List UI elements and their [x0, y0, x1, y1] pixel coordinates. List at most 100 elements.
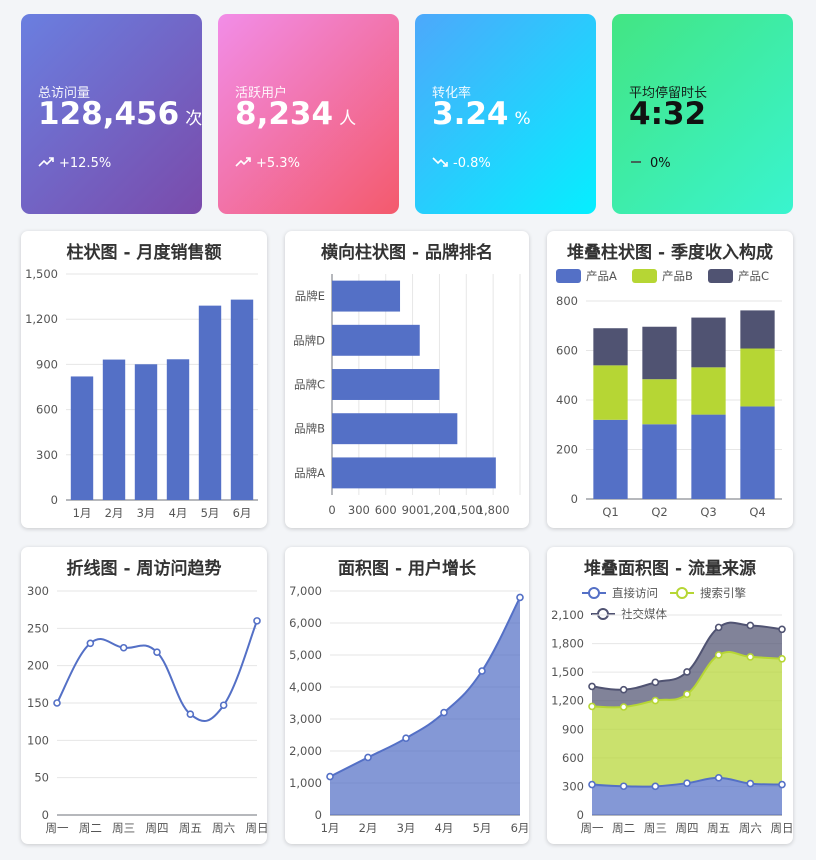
- x-tick-label: 3月: [137, 506, 156, 520]
- y-tick-label: 0: [51, 493, 58, 507]
- legend-label: 产品A: [586, 269, 617, 283]
- chart-card-user-growth: 面积图 - 用户增长 0 1,000 2,000 3,000 4,000 5,000 6,00…: [285, 547, 529, 844]
- data-point: [714, 623, 723, 632]
- kpi-change: +12.5%: [38, 156, 111, 171]
- y-tick-label: 品牌E: [295, 289, 325, 303]
- legend-swatch: [632, 269, 657, 283]
- x-tick-label: 周五: [707, 821, 730, 835]
- bar: [332, 457, 496, 489]
- x-tick-label: 5月: [473, 821, 492, 835]
- x-tick-label: Q2: [651, 505, 667, 519]
- area-fill: [592, 622, 782, 708]
- y-tick-label: 7,000: [289, 584, 322, 598]
- data-point: [683, 690, 691, 699]
- y-tick-label: 0: [571, 492, 578, 506]
- x-tick-label: 周日: [246, 821, 268, 835]
- chart-title: 柱状图 - 月度销售额: [67, 242, 222, 263]
- x-tick-label: 周二: [79, 821, 102, 835]
- bar-segment: [691, 317, 726, 368]
- bar: [230, 299, 254, 500]
- kpi-label: 平均停留时长: [629, 86, 708, 101]
- x-tick-label: 1,800: [477, 503, 510, 517]
- y-tick-label: 150: [27, 696, 49, 710]
- y-tick-label: 800: [556, 294, 578, 308]
- chart-card-quarterly-revenue: 堆叠柱状图 - 季度收入构成 产品A 产品B 产品C 0 200 400 600 800 Q1 Q2…: [547, 231, 793, 528]
- y-tick-label: 600: [556, 344, 578, 358]
- data-point: [119, 643, 128, 652]
- legend-swatch: [556, 269, 581, 283]
- data-point: [53, 699, 61, 707]
- kpi-change: 0%: [629, 156, 671, 171]
- y-tick-label: 1,500: [25, 267, 58, 281]
- chart-card-brand-ranking: 横向柱状图 - 品牌排名 0 300 600 900 1,200 1,500 1,800 品牌A…: [285, 231, 529, 528]
- bar-segment: [740, 310, 775, 349]
- y-tick-label: 品牌D: [293, 333, 325, 347]
- data-point: [619, 782, 628, 791]
- y-tick-label: 品牌C: [294, 378, 325, 392]
- data-point: [651, 696, 660, 705]
- legend-marker: [676, 587, 688, 599]
- y-tick-label: 50: [34, 771, 49, 785]
- chart-title: 折线图 - 周访问趋势: [67, 558, 222, 579]
- y-tick-label: 5,000: [289, 648, 322, 662]
- y-tick-label: 品牌A: [294, 466, 325, 480]
- x-tick-label: Q4: [749, 505, 765, 519]
- data-point: [778, 655, 786, 663]
- data-point: [683, 779, 691, 787]
- bar-segment: [740, 348, 775, 407]
- area-fill: [330, 597, 520, 815]
- kpi-change: +5.3%: [235, 156, 300, 171]
- bar: [198, 305, 222, 500]
- chart-title: 横向柱状图 - 品牌排名: [321, 242, 493, 263]
- data-point: [516, 593, 524, 602]
- bar: [70, 376, 94, 500]
- data-point: [219, 701, 228, 710]
- legend-marker: [588, 587, 600, 599]
- x-tick-label: 周二: [612, 821, 635, 835]
- data-point: [778, 625, 786, 634]
- legend-marker: [597, 608, 609, 620]
- y-tick-label: 100: [27, 733, 49, 747]
- bar-segment: [691, 367, 726, 415]
- data-point: [746, 621, 755, 630]
- data-point: [478, 667, 486, 675]
- bar: [134, 364, 158, 500]
- y-tick-label: 2,000: [289, 744, 322, 758]
- y-tick-label: 200: [27, 659, 49, 673]
- data-point: [253, 617, 261, 625]
- data-point: [402, 734, 410, 742]
- data-point: [153, 648, 161, 657]
- chart-title: 堆叠柱状图 - 季度收入构成: [567, 242, 773, 263]
- bar-segment: [593, 419, 628, 499]
- kpi-value: 128,456 次: [38, 96, 203, 132]
- x-tick-label: 1月: [73, 506, 92, 520]
- data-point: [326, 772, 334, 781]
- data-point: [683, 668, 691, 676]
- data-point: [588, 682, 596, 691]
- y-tick-label: 300: [36, 448, 58, 462]
- bar: [166, 359, 190, 500]
- data-point: [588, 780, 596, 789]
- kpi-label: 转化率: [432, 86, 472, 101]
- x-tick-label: 周三: [644, 821, 667, 835]
- chart-card-monthly-sales: 柱状图 - 月度销售额 0 300 600 900 1,200 1,500 1月 2月 3月 4月 5…: [21, 231, 267, 528]
- data-point: [651, 678, 660, 687]
- y-tick-label: 400: [556, 393, 578, 407]
- y-tick-label: 品牌B: [294, 422, 325, 436]
- y-tick-label: 900: [36, 357, 58, 371]
- x-tick-label: Q3: [700, 505, 716, 519]
- y-tick-label: 1,500: [551, 665, 584, 679]
- y-tick-label: 1,000: [289, 776, 322, 790]
- chart-user-growth: 面积图 - 用户增长 0 1,000 2,000 3,000 4,000 5,000 6,00…: [289, 558, 529, 835]
- chart-card-traffic-source: 堆叠面积图 - 流量来源 直接访问 搜索引擎 社交媒体 0 300 600 900 1,200 1…: [547, 547, 793, 844]
- x-tick-label: 4月: [169, 506, 188, 520]
- chart-monthly-sales: 柱状图 - 月度销售额 0 300 600 900 1,200 1,500 1月 2月 3月 4月 5…: [25, 242, 258, 520]
- legend-label: 直接访问: [612, 586, 658, 600]
- bar-segment: [593, 328, 628, 366]
- legend-label: 产品C: [738, 269, 769, 283]
- chart-weekly-visits: 折线图 - 周访问趋势050100150200250300周一 周二 周三 周四 周五周…: [27, 558, 268, 835]
- kpi-label: 总访问量: [38, 86, 91, 101]
- x-tick-label: 1,200: [423, 503, 456, 517]
- x-tick-label: 600: [375, 503, 397, 517]
